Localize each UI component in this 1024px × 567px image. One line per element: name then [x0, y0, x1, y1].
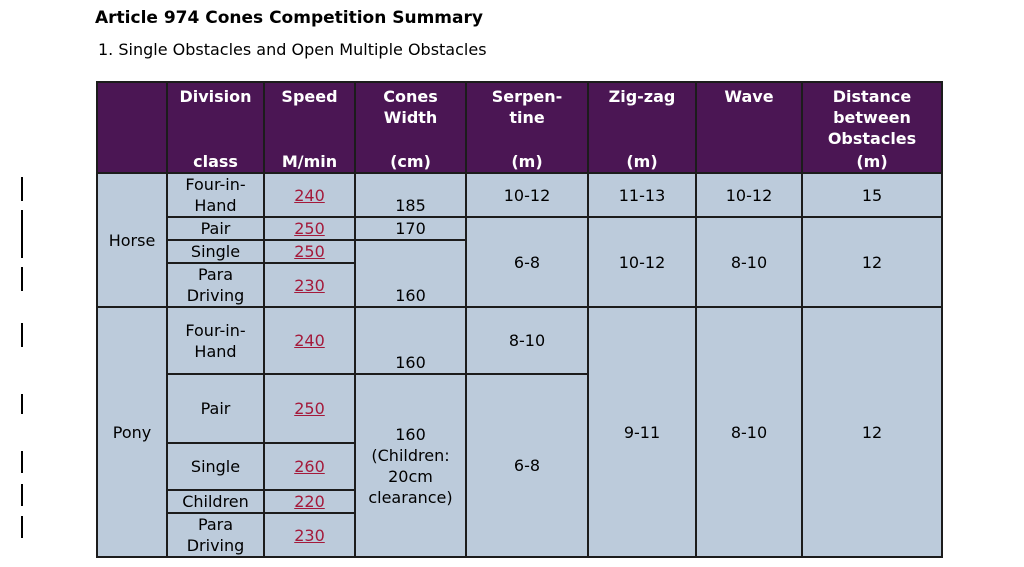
speed-cell: 230: [263, 262, 356, 308]
page-title: Article 974 Cones Competition Summary: [95, 8, 483, 28]
class-cell: Single: [166, 442, 265, 491]
speed-link[interactable]: 250: [294, 399, 325, 418]
zigzag-cell: 11-13: [587, 172, 697, 218]
header-wave: Wave: [695, 81, 803, 174]
class-cell: Four-in- Hand: [166, 306, 265, 375]
class-cell: Para Driving: [166, 512, 265, 558]
speed-cell: 260: [263, 442, 356, 491]
speed-cell: 240: [263, 306, 356, 375]
header-zigzag: Zig-zag (m): [587, 81, 697, 174]
table-row: Horse Four-in- Hand 240 185 10-12 11-13 …: [96, 172, 943, 308]
header-cones-label: Cones Width: [383, 87, 438, 127]
speed-link[interactable]: 220: [294, 492, 325, 511]
change-bar: [21, 267, 23, 291]
section-subtitle: 1. Single Obstacles and Open Multiple Ob…: [98, 40, 487, 59]
distance-cell: 12: [801, 216, 943, 308]
speed-link[interactable]: 230: [294, 275, 325, 295]
header-wave-label: Wave: [724, 87, 774, 106]
table-row: Single 250 160: [97, 239, 942, 308]
header-serpentine-unit: (m): [511, 152, 543, 171]
serpentine-cell: 10-12: [465, 172, 589, 218]
class-cell: Pair: [166, 373, 265, 444]
table-row: Children 220: [97, 489, 942, 514]
wave-cell: 8-10: [695, 216, 803, 308]
header-serpentine: Serpen- tine (m): [465, 81, 589, 174]
header-serpentine-label: Serpen- tine: [491, 87, 563, 127]
speed-link[interactable]: 250: [294, 242, 325, 261]
class-cell: Para Driving: [166, 262, 265, 308]
speed-cell: 220: [263, 489, 356, 514]
table-row: Para Driving 230: [97, 262, 942, 308]
distance-cell: 12: [801, 306, 943, 558]
class-cell: Single: [166, 239, 265, 264]
header-group: [96, 81, 168, 174]
change-bar: [21, 394, 23, 414]
speed-cell: 240: [263, 172, 356, 218]
change-bar: [21, 323, 23, 347]
speed-link[interactable]: 260: [294, 457, 325, 476]
table-row: Pony Four-in- Hand 240 160 8-10 9-11 8-1…: [96, 306, 943, 558]
distance-cell: 15: [801, 172, 943, 218]
header-division-label: Division: [179, 87, 252, 106]
serpentine-cell: 6-8: [465, 216, 589, 308]
serpentine-cell: 8-10: [465, 306, 589, 375]
class-cell: Children: [166, 489, 265, 514]
speed-cell: 230: [263, 512, 356, 558]
header-row: Division class Speed M/min Cones Width (…: [96, 81, 943, 174]
header-distance-unit: (m): [856, 152, 888, 171]
cones-cell: 160: [354, 239, 467, 308]
table-row: Pair 250 170 6-8 10-12 8-10 12: [97, 216, 943, 308]
wave-cell: 10-12: [695, 172, 803, 218]
cones-summary-table: Division class Speed M/min Cones Width (…: [96, 81, 943, 558]
header-distance: Distance between Obstacles (m): [801, 81, 943, 174]
cones-cell: 170: [354, 216, 467, 241]
speed-link[interactable]: 240: [294, 185, 325, 205]
speed-link[interactable]: 250: [294, 219, 325, 238]
group-pony: Pony: [96, 306, 168, 558]
zigzag-cell: 9-11: [587, 306, 697, 558]
table-row: Single 260: [97, 442, 942, 491]
change-bar: [21, 210, 23, 258]
header-speed: Speed M/min: [263, 81, 356, 174]
speed-cell: 250: [263, 216, 356, 241]
cones-cell: 160: [354, 306, 467, 375]
header-speed-unit: M/min: [281, 152, 338, 171]
wave-cell: 8-10: [695, 306, 803, 558]
header-cones-unit: (cm): [390, 152, 431, 171]
header-speed-label: Speed: [281, 87, 338, 106]
speed-cell: 250: [263, 373, 356, 444]
header-zigzag-unit: (m): [626, 152, 658, 171]
table-row: Pair 250 160 (Children: 20cm clearance) …: [97, 373, 942, 558]
header-zigzag-label: Zig-zag: [608, 87, 676, 106]
change-bar: [21, 516, 23, 538]
speed-link[interactable]: 230: [294, 525, 325, 545]
change-bar: [21, 484, 23, 506]
group-horse: Horse: [96, 172, 168, 308]
class-cell: Four-in- Hand: [166, 172, 265, 218]
serpentine-cell: 6-8: [465, 373, 589, 558]
header-distance-label: Distance between Obstacles: [827, 87, 917, 148]
cones-cell: 185: [354, 172, 467, 218]
zigzag-cell: 10-12: [587, 216, 697, 308]
speed-cell: 250: [263, 239, 356, 264]
change-bar: [21, 451, 23, 473]
speed-link[interactable]: 240: [294, 331, 325, 350]
cones-cell: 160 (Children: 20cm clearance): [354, 373, 467, 558]
header-division-unit: class: [193, 152, 238, 171]
change-bar: [21, 177, 23, 201]
header-division: Division class: [166, 81, 265, 174]
table-row: Para Driving 230: [97, 512, 942, 558]
class-cell: Pair: [166, 216, 265, 241]
header-cones-width: Cones Width (cm): [354, 81, 467, 174]
